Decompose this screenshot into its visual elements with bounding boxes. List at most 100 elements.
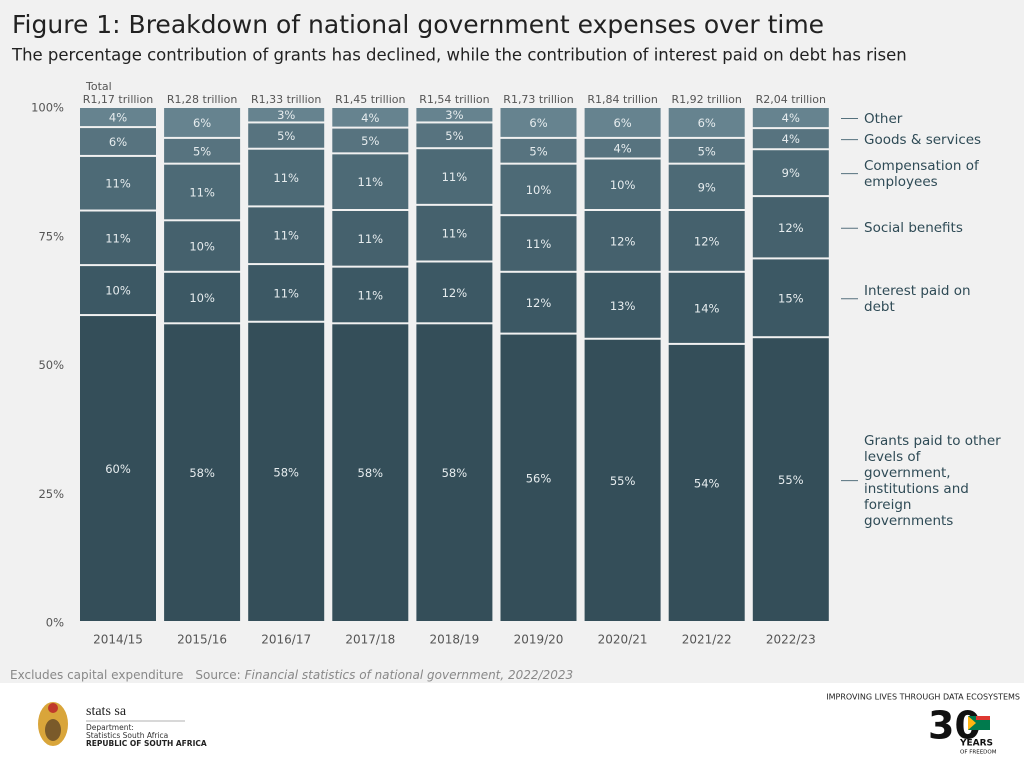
bar-segment [584,272,661,338]
bar-segment [416,324,493,621]
value-label: 11% [189,185,215,199]
value-label: 12% [610,234,636,248]
bar-segment [248,322,325,621]
value-label: 58% [273,465,299,479]
footer-band [0,683,1024,764]
total-label: R1,84 trillion [587,93,657,106]
bar-segment [332,267,409,323]
bar-segment [752,197,829,258]
x-tick-label: 2017/18 [345,633,395,647]
chart-subtitle: The percentage contribution of grants ha… [11,46,907,65]
total-label: R1,28 trillion [167,93,237,106]
bar-segment [668,344,745,621]
value-label: 58% [358,466,384,480]
bar-segment [248,123,325,148]
value-label: 6% [193,116,211,130]
anniversary-sub: OF FREEDOM [960,750,997,756]
bar-segment [500,164,577,215]
value-label: 4% [782,111,800,125]
y-tick-label: 0% [46,616,64,630]
bar-segment [416,123,493,148]
note: Excludes capital expenditure [10,668,183,682]
dept-name: Statistics South Africa [86,731,168,740]
tagline: IMPROVING LIVES THROUGH DATA ECOSYSTEMS [826,693,1020,702]
bar-segment [500,272,577,333]
bar-segment [584,211,661,271]
flag-red [976,716,990,720]
bar-segment [584,108,661,137]
value-label: 6% [529,116,547,130]
value-label: 11% [358,288,384,302]
value-label: 4% [782,132,800,146]
value-label: 13% [610,299,636,313]
value-label: 6% [613,116,631,130]
value-label: 12% [442,286,468,300]
value-label: 4% [613,142,631,156]
bar-segment [164,272,241,323]
value-label: 58% [189,466,215,480]
total-label: R2,04 trillion [756,93,826,106]
value-label: 54% [694,476,720,490]
legend-label: Grants paid to other levels of governmen… [864,432,1001,529]
value-label: 6% [698,116,716,130]
bar-segment [752,150,829,196]
value-label: 5% [698,144,716,158]
bar-segment [248,149,325,206]
flag-triangle [968,716,976,730]
x-tick-label: 2022/23 [766,633,816,647]
x-tick-label: 2015/16 [177,633,227,647]
total-label: R1,33 trillion [251,93,321,106]
bar-segment [164,221,241,271]
total-label: R1,92 trillion [671,93,741,106]
dept: Department: [86,723,134,732]
y-tick-label: 25% [38,487,64,501]
bar-segment [500,216,577,271]
value-label: 3% [445,108,463,122]
bar-segment [584,339,661,621]
value-label: 11% [442,170,468,184]
bar-segment [500,334,577,621]
legend-label: Interest paid on debt [864,282,971,315]
bar-segment [584,138,661,158]
legend-label: Social benefits [864,220,963,237]
legend-label: Goods & services [864,131,982,148]
bar-segment [668,272,745,343]
bar-segment [80,211,156,265]
value-label: 5% [529,144,547,158]
bar-segment [668,164,745,209]
anniversary-text: YEARS [959,739,993,749]
value-label: 6% [109,135,127,149]
bar-segment [416,205,493,261]
bar-segment [164,108,241,137]
total-label: R1,54 trillion [419,93,489,106]
x-tick-label: 2021/22 [682,633,732,647]
bar-segment [500,108,577,137]
country: REPUBLIC OF SOUTH AFRICA [86,739,207,748]
source-prefix: Source: [195,668,240,682]
value-label: 12% [526,296,552,310]
value-label: 4% [109,111,127,125]
bar-segment [752,108,829,128]
value-label: 10% [610,178,636,192]
source: Financial statistics of national governm… [245,668,573,682]
value-label: 11% [526,237,552,251]
value-label: 5% [277,129,295,143]
value-label: 56% [526,471,552,485]
x-tick-label: 2018/19 [429,633,479,647]
bar-segment [752,129,829,149]
bar-segment [80,108,156,127]
value-label: 5% [361,134,379,148]
y-tick-label: 75% [38,229,64,243]
coat-of-arms [38,702,68,746]
y-tick-label: 50% [38,358,64,372]
bar-segment [164,138,241,163]
x-tick-label: 2014/15 [93,633,143,647]
bar-segment [332,108,409,127]
org-name: stats sa [86,704,127,719]
bar-segment [80,156,156,210]
bar-segment [416,262,493,323]
value-label: 11% [273,286,299,300]
bar-segment [668,211,745,271]
value-label: 9% [782,166,800,180]
